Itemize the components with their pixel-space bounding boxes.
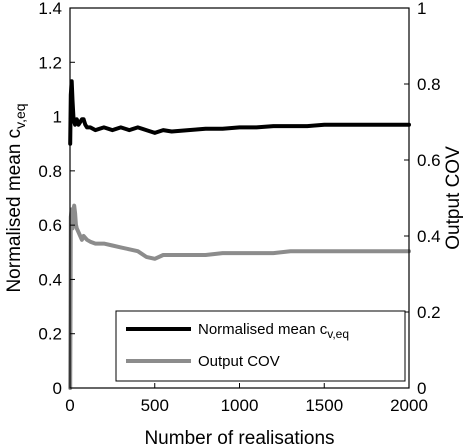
left-axis-label-subscript: v,eq [12,103,28,128]
y-right-tick-label: 1 [417,0,426,18]
legend-box [115,310,406,382]
y-left-tick-label: 0 [53,379,62,398]
series-line-mean [68,79,411,146]
x-tick-label: 1500 [305,396,343,415]
y-left-tick-label: 1.4 [38,0,62,18]
y-left-tick-label: 1 [53,108,62,127]
legend-label-mean-subscript: v,eq [327,327,349,341]
x-tick-label: 0 [65,396,74,415]
ticks-layer: 0 500 1000 1500 200000.20.40.60.811.21.400.2… [38,0,440,415]
y-left-tick-label: 0.4 [38,270,62,289]
y-left-tick-label: 0.6 [38,216,62,235]
y-right-tick-label: 0.2 [417,303,441,322]
y-left-tick-label: 0.8 [38,162,62,181]
series-line-cov [68,203,411,390]
y-right-tick-label: 0.4 [417,227,441,246]
y-right-tick-label: 0.8 [417,75,441,94]
series-layer [68,79,411,390]
x-axis-label: Number of realisations [144,428,334,448]
y-left-tick-label: 1.2 [38,53,62,72]
y-right-tick-label: 0 [417,379,426,398]
legend: Normalised mean cv,eq Output COV [115,310,406,382]
legend-label-mean-main: Normalised mean c [198,321,328,338]
left-axis-label-main: Normalised mean c [4,129,25,293]
left-axis-label: Normalised mean cv,eq [4,103,28,292]
y-right-tick-label: 0.6 [417,151,441,170]
right-axis-label: Output COV [443,146,464,250]
legend-label-mean: Normalised mean cv,eq [198,321,349,341]
x-tick-label: 500 [141,396,169,415]
y-left-tick-label: 0.2 [38,325,62,344]
legend-label-cov: Output COV [198,353,280,370]
x-tick-label: 1000 [221,396,259,415]
x-tick-label: 2000 [390,396,428,415]
